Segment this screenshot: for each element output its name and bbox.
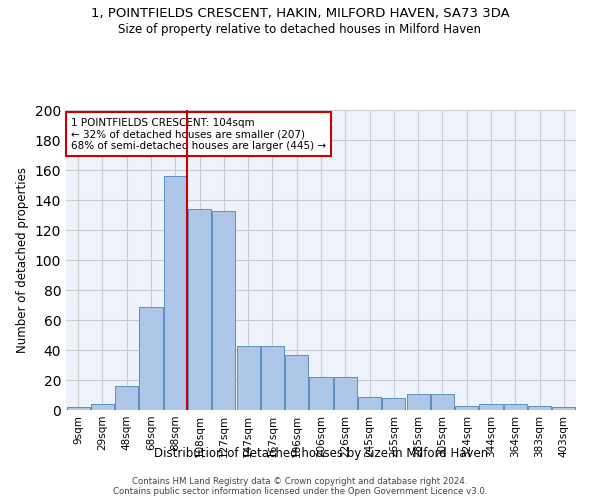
Bar <box>479 404 503 410</box>
Bar <box>139 306 163 410</box>
Text: Contains HM Land Registry data © Crown copyright and database right 2024.: Contains HM Land Registry data © Crown c… <box>132 478 468 486</box>
Bar <box>431 394 454 410</box>
Bar <box>334 377 357 410</box>
Text: Distribution of detached houses by size in Milford Haven: Distribution of detached houses by size … <box>154 448 488 460</box>
Bar <box>236 346 260 410</box>
Text: Size of property relative to detached houses in Milford Haven: Size of property relative to detached ho… <box>119 22 482 36</box>
Bar <box>261 346 284 410</box>
Bar <box>553 407 575 410</box>
Bar <box>115 386 138 410</box>
Bar <box>358 396 381 410</box>
Bar <box>212 210 235 410</box>
Text: Contains public sector information licensed under the Open Government Licence v3: Contains public sector information licen… <box>113 488 487 496</box>
Bar <box>285 354 308 410</box>
Bar <box>310 377 332 410</box>
Bar <box>67 407 89 410</box>
Text: 1, POINTFIELDS CRESCENT, HAKIN, MILFORD HAVEN, SA73 3DA: 1, POINTFIELDS CRESCENT, HAKIN, MILFORD … <box>91 8 509 20</box>
Bar <box>407 394 430 410</box>
Text: 1 POINTFIELDS CRESCENT: 104sqm
← 32% of detached houses are smaller (207)
68% of: 1 POINTFIELDS CRESCENT: 104sqm ← 32% of … <box>71 118 326 150</box>
Bar <box>382 398 406 410</box>
Bar <box>188 209 211 410</box>
Bar <box>504 404 527 410</box>
Bar <box>91 404 114 410</box>
Y-axis label: Number of detached properties: Number of detached properties <box>16 167 29 353</box>
Bar <box>164 176 187 410</box>
Bar <box>528 406 551 410</box>
Bar <box>455 406 478 410</box>
